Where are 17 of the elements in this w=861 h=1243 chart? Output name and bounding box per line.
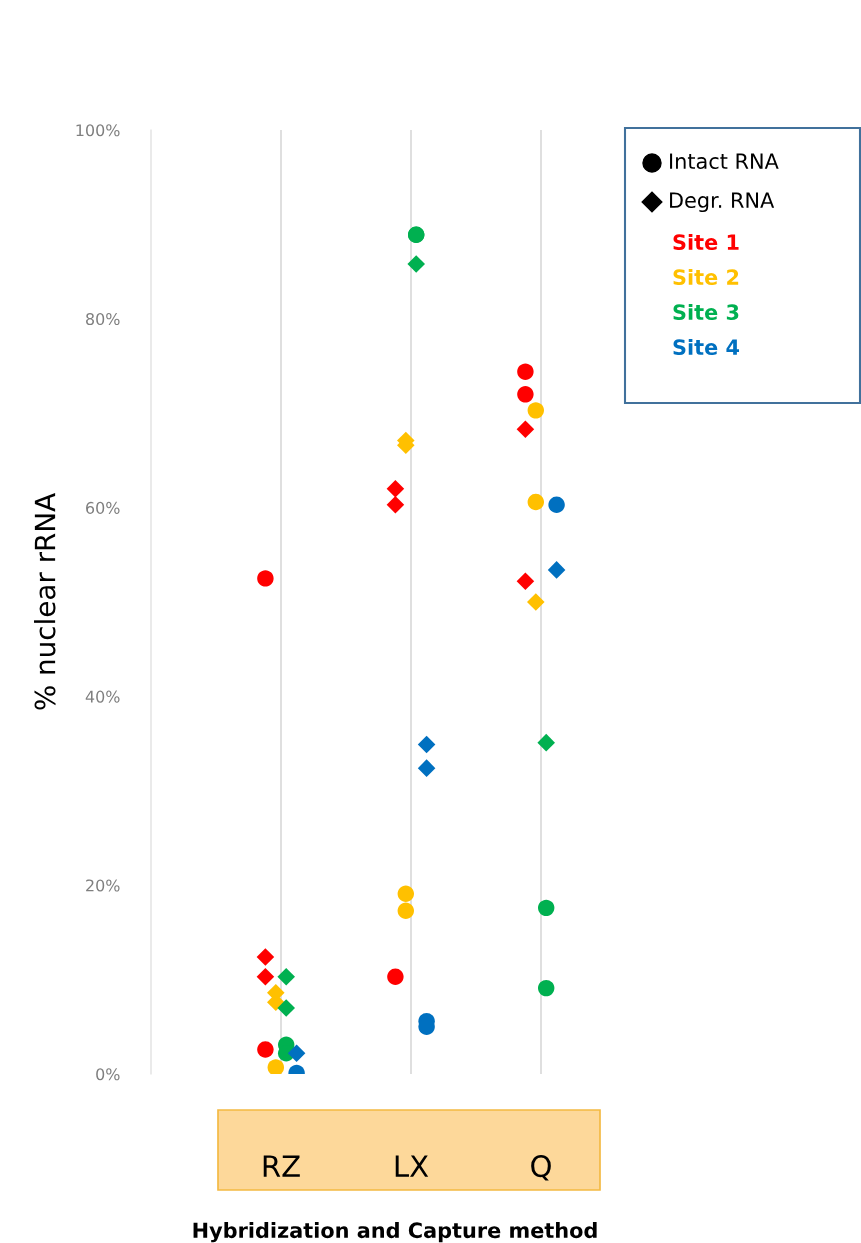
x-tick-label: Q	[531, 1155, 551, 1181]
y-tick-label: 80%	[86, 313, 120, 326]
text: Site 1	[673, 233, 739, 251]
x-axis-title: Hybridization and Capture method	[193, 1222, 597, 1243]
y-tick-label: 0%	[96, 1068, 120, 1081]
x-tick-label: LX	[395, 1155, 429, 1177]
y-tick-label: 60%	[86, 501, 120, 514]
y-tick-label: 40%	[85, 690, 120, 703]
text: Site 3	[673, 303, 739, 321]
text: Site 2	[673, 268, 739, 286]
text: Degr. RNA	[670, 192, 775, 213]
text: Intact RNA	[670, 153, 779, 170]
text: Site 4	[673, 338, 740, 356]
y-axis-title: % nuclear rRNA	[34, 493, 56, 710]
x-tick-label: RZ	[263, 1155, 300, 1177]
y-tick-label: 100%	[76, 124, 120, 137]
y-tick-label: 20%	[86, 879, 120, 892]
